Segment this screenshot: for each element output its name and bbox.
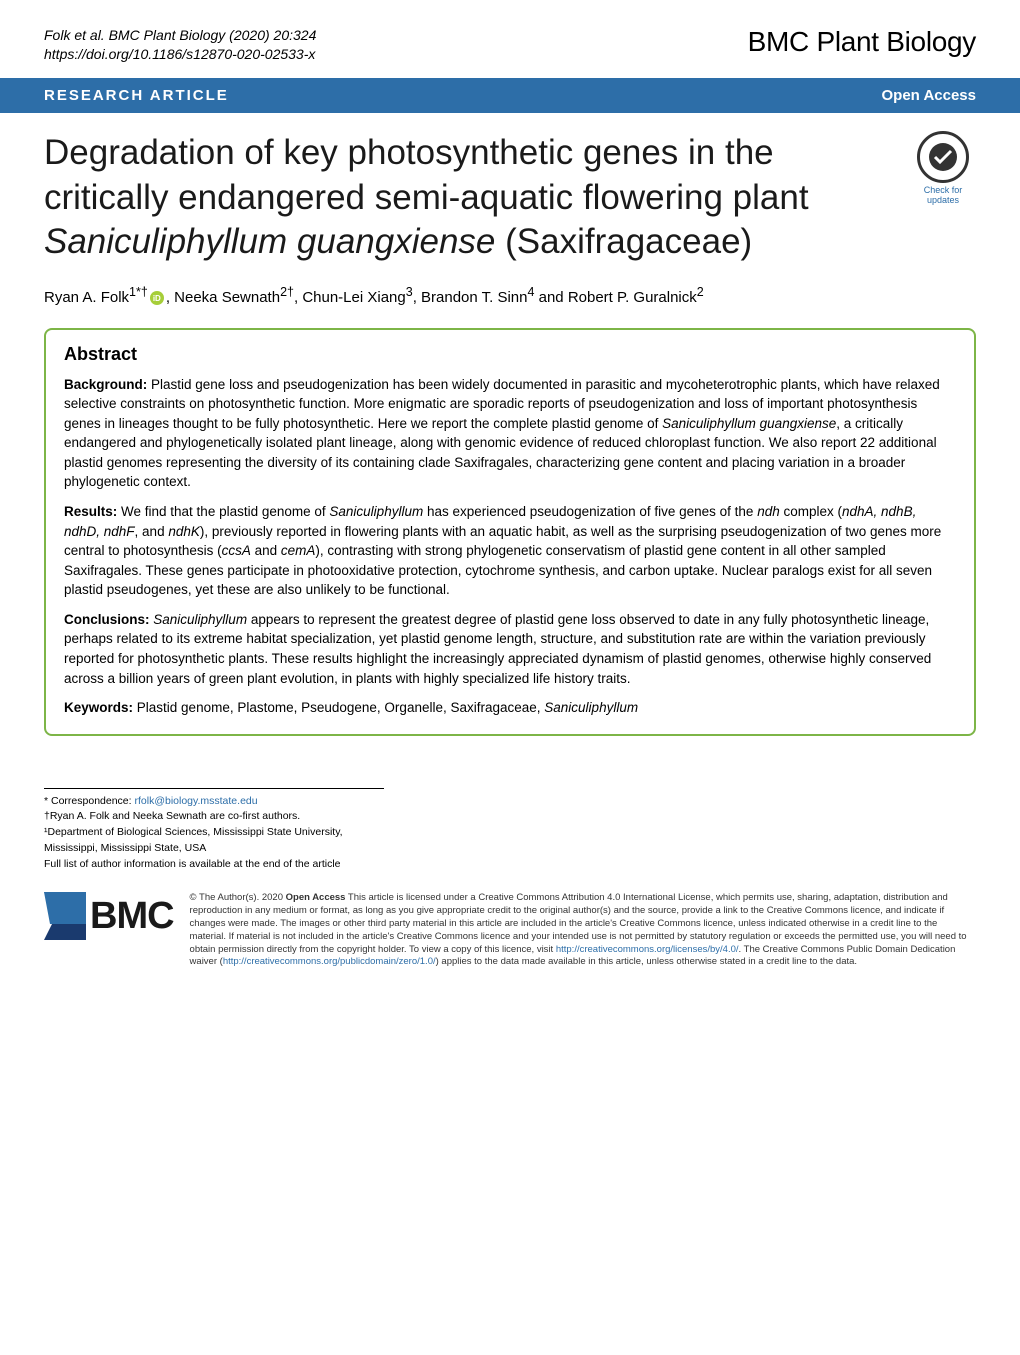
- results-italic1: Saniculiphyllum: [329, 504, 423, 519]
- abstract-background: Background: Plastid gene loss and pseudo…: [64, 375, 956, 492]
- results-text3: complex (: [780, 504, 842, 519]
- results-text4: , and: [135, 524, 169, 539]
- title-part1: Degradation of key photosynthetic genes …: [44, 133, 809, 217]
- author-2: , Neeka Sewnath: [166, 289, 280, 306]
- cofirst-note: †Ryan A. Folk and Neeka Sewnath are co-f…: [44, 809, 384, 825]
- correspondence-label: * Correspondence:: [44, 795, 134, 807]
- license-part4: ) applies to the data made available in …: [436, 956, 857, 967]
- page-header: Folk et al. BMC Plant Biology (2020) 20:…: [0, 0, 1020, 78]
- title-section: Degradation of key photosynthetic genes …: [0, 113, 1020, 275]
- article-title: Degradation of key photosynthetic genes …: [44, 131, 976, 265]
- background-italic1: Saniculiphyllum guangxiense: [662, 416, 836, 431]
- article-type-label: RESEARCH ARTICLE: [44, 87, 229, 104]
- author-info-note: Full list of author information is avail…: [44, 857, 384, 873]
- background-label: Background:: [64, 377, 151, 392]
- open-access-label: Open Access: [882, 87, 977, 104]
- license-bold: Open Access: [286, 892, 346, 903]
- author-5: and Robert P. Guralnick: [534, 289, 696, 306]
- conclusions-label: Conclusions:: [64, 612, 153, 627]
- abstract-heading: Abstract: [64, 344, 956, 365]
- journal-logo: BMC Plant Biology: [748, 26, 976, 58]
- crossmark-icon: [917, 131, 969, 183]
- footer-section: * Correspondence: rfolk@biology.msstate.…: [0, 756, 1020, 893]
- results-italic2: ndh: [757, 504, 780, 519]
- license-link2[interactable]: http://creativecommons.org/publicdomain/…: [223, 956, 436, 967]
- keywords-italic: Saniculiphyllum: [544, 700, 638, 715]
- citation-line2: https://doi.org/10.1186/s12870-020-02533…: [44, 45, 316, 64]
- results-text: We find that the plastid genome of: [121, 504, 329, 519]
- correspondence-block: * Correspondence: rfolk@biology.msstate.…: [44, 788, 384, 873]
- title-italic: Saniculiphyllum guangxiense: [44, 222, 495, 261]
- license-row: BMC © The Author(s). 2020 Open Access Th…: [0, 892, 1020, 991]
- license-part1: © The Author(s). 2020: [190, 892, 286, 903]
- citation-info: Folk et al. BMC Plant Biology (2020) 20:…: [44, 26, 316, 64]
- author-list: Ryan A. Folk1*† , Neeka Sewnath2†, Chun-L…: [0, 275, 1020, 328]
- abstract-keywords: Keywords: Plastid genome, Plastome, Pseu…: [64, 698, 956, 718]
- author-3: , Chun-Lei Xiang: [294, 289, 406, 306]
- bmc-flag-icon: [44, 892, 86, 940]
- results-italic4: ndhK: [168, 524, 200, 539]
- keywords-text: Plastid genome, Plastome, Pseudogene, Or…: [137, 700, 545, 715]
- check-updates-label: Check for updates: [910, 186, 976, 206]
- article-type-bar: RESEARCH ARTICLE Open Access: [0, 78, 1020, 113]
- bmc-logo: BMC: [44, 892, 174, 940]
- author-1-sup: 1*†: [129, 285, 148, 299]
- citation-line1: Folk et al. BMC Plant Biology (2020) 20:…: [44, 26, 316, 45]
- license-text: © The Author(s). 2020 Open Access This a…: [190, 892, 976, 969]
- results-text6: and: [251, 543, 281, 558]
- title-part2: (Saxifragaceae): [495, 222, 752, 261]
- affiliation-1: ¹Department of Biological Sciences, Miss…: [44, 825, 384, 857]
- abstract-box: Abstract Background: Plastid gene loss a…: [44, 328, 976, 736]
- results-italic6: cemA: [281, 543, 316, 558]
- check-updates-badge[interactable]: Check for updates: [910, 131, 976, 206]
- author-4: , Brandon T. Sinn: [413, 289, 528, 306]
- author-2-sup: 2†: [280, 285, 294, 299]
- author-5-sup: 2: [697, 285, 704, 299]
- conclusions-italic1: Saniculiphyllum: [153, 612, 247, 627]
- license-link1[interactable]: http://creativecommons.org/licenses/by/4…: [556, 944, 739, 955]
- bmc-logo-text: BMC: [90, 895, 174, 938]
- author-1: Ryan A. Folk: [44, 289, 129, 306]
- results-label: Results:: [64, 504, 121, 519]
- correspondence-email[interactable]: rfolk@biology.msstate.edu: [134, 795, 257, 807]
- results-italic5: ccsA: [222, 543, 251, 558]
- correspondence-line: * Correspondence: rfolk@biology.msstate.…: [44, 794, 384, 810]
- author-3-sup: 3: [406, 285, 413, 299]
- keywords-label: Keywords:: [64, 700, 137, 715]
- abstract-results: Results: We find that the plastid genome…: [64, 502, 956, 600]
- abstract-conclusions: Conclusions: Saniculiphyllum appears to …: [64, 610, 956, 688]
- orcid-icon[interactable]: [150, 291, 164, 305]
- results-text2: has experienced pseudogenization of five…: [423, 504, 757, 519]
